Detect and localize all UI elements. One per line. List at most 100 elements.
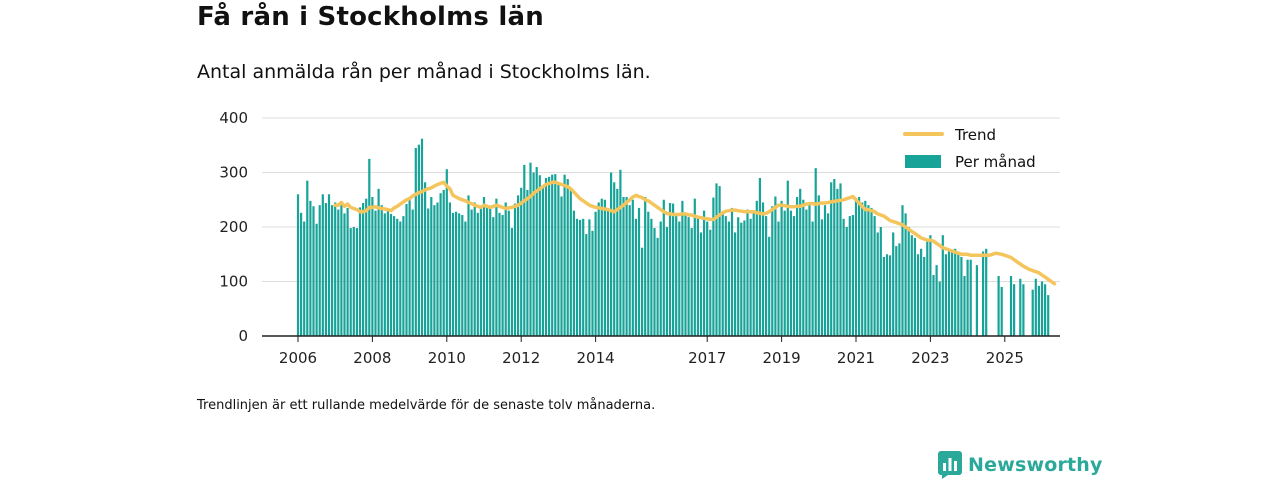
bar	[982, 251, 985, 336]
bar	[358, 207, 362, 336]
bar	[913, 237, 916, 336]
bar	[916, 254, 920, 336]
x-tick-label: 2010	[428, 349, 466, 367]
bar	[889, 255, 892, 336]
bar	[749, 218, 752, 336]
bar	[820, 219, 823, 336]
bar	[641, 247, 644, 336]
newsworthy-logo[interactable]: Newsworthy	[938, 451, 1103, 479]
bar	[420, 138, 424, 336]
bar	[1031, 289, 1034, 336]
bar	[464, 221, 467, 336]
y-tick-label: 300	[219, 164, 248, 182]
bar	[563, 174, 566, 336]
brand-name: Newsworthy	[968, 454, 1103, 476]
bar	[554, 174, 557, 336]
bar	[938, 281, 941, 336]
bar	[740, 222, 743, 336]
bar	[451, 212, 455, 336]
x-tick-label: 2023	[911, 349, 949, 367]
bar	[303, 221, 306, 336]
y-tick-label: 100	[219, 273, 248, 291]
bar	[777, 221, 780, 336]
bar	[681, 200, 684, 336]
bar	[467, 195, 470, 336]
bar	[597, 202, 600, 336]
bar	[455, 211, 458, 336]
bar	[408, 197, 411, 336]
bar	[1013, 284, 1016, 336]
bar	[1022, 284, 1025, 336]
bar	[560, 196, 563, 336]
bar	[507, 210, 510, 336]
footnote: Trendlinjen är ett rullande medelvärde f…	[197, 398, 656, 413]
bar	[476, 212, 479, 336]
bar	[687, 217, 690, 336]
bar	[752, 213, 755, 336]
bar	[932, 274, 935, 336]
bar	[833, 179, 836, 336]
bar	[296, 194, 300, 336]
bar	[839, 183, 842, 336]
bar	[628, 205, 631, 336]
chart-title: Få rån i Stockholms län	[197, 2, 544, 32]
bar	[814, 168, 817, 336]
bar	[399, 221, 402, 336]
bar	[907, 227, 910, 336]
bar	[656, 237, 659, 336]
bar	[324, 203, 327, 336]
bar	[693, 198, 696, 336]
bar	[526, 189, 529, 336]
bar	[802, 199, 805, 336]
bar	[954, 248, 957, 336]
bar	[498, 212, 501, 336]
bar	[312, 206, 315, 336]
bar	[489, 207, 492, 336]
bar	[1044, 284, 1047, 336]
bar	[374, 210, 377, 336]
bar	[523, 164, 526, 336]
x-tick-label: 2019	[763, 349, 801, 367]
bar	[758, 177, 761, 336]
bar	[870, 207, 873, 336]
x-tick-label: 2014	[577, 349, 615, 367]
bar	[975, 265, 978, 336]
bar	[743, 220, 746, 336]
bar	[672, 203, 675, 336]
bar	[548, 176, 551, 336]
bar	[535, 167, 538, 336]
bar	[619, 169, 622, 336]
bar	[585, 234, 588, 336]
bar	[368, 158, 371, 336]
bar	[963, 276, 966, 336]
bar	[343, 213, 346, 336]
bar	[458, 213, 461, 336]
legend-trend-label: Trend	[954, 126, 996, 144]
bar	[823, 205, 827, 336]
bar	[765, 216, 768, 336]
bar	[960, 256, 963, 336]
bar	[616, 188, 619, 336]
bar	[817, 195, 820, 336]
bar	[473, 202, 476, 336]
bar	[867, 205, 870, 336]
bar	[842, 218, 845, 336]
bar	[572, 210, 575, 336]
bar	[783, 210, 786, 336]
bar	[424, 182, 427, 336]
bar	[706, 221, 709, 336]
bar	[879, 227, 882, 336]
bar	[926, 240, 929, 336]
bar	[675, 213, 678, 336]
bar	[805, 209, 808, 336]
bar	[811, 221, 814, 336]
bar	[442, 189, 445, 336]
bar	[631, 199, 634, 336]
bar	[430, 197, 433, 336]
bar	[334, 202, 337, 336]
bar	[684, 215, 687, 336]
bar	[362, 203, 365, 336]
bar	[380, 205, 383, 336]
x-axis-ticks: 2006 2008 2010 2012 2014 2017 2019 2021 2023 2025	[279, 336, 1024, 367]
bar	[957, 251, 960, 336]
